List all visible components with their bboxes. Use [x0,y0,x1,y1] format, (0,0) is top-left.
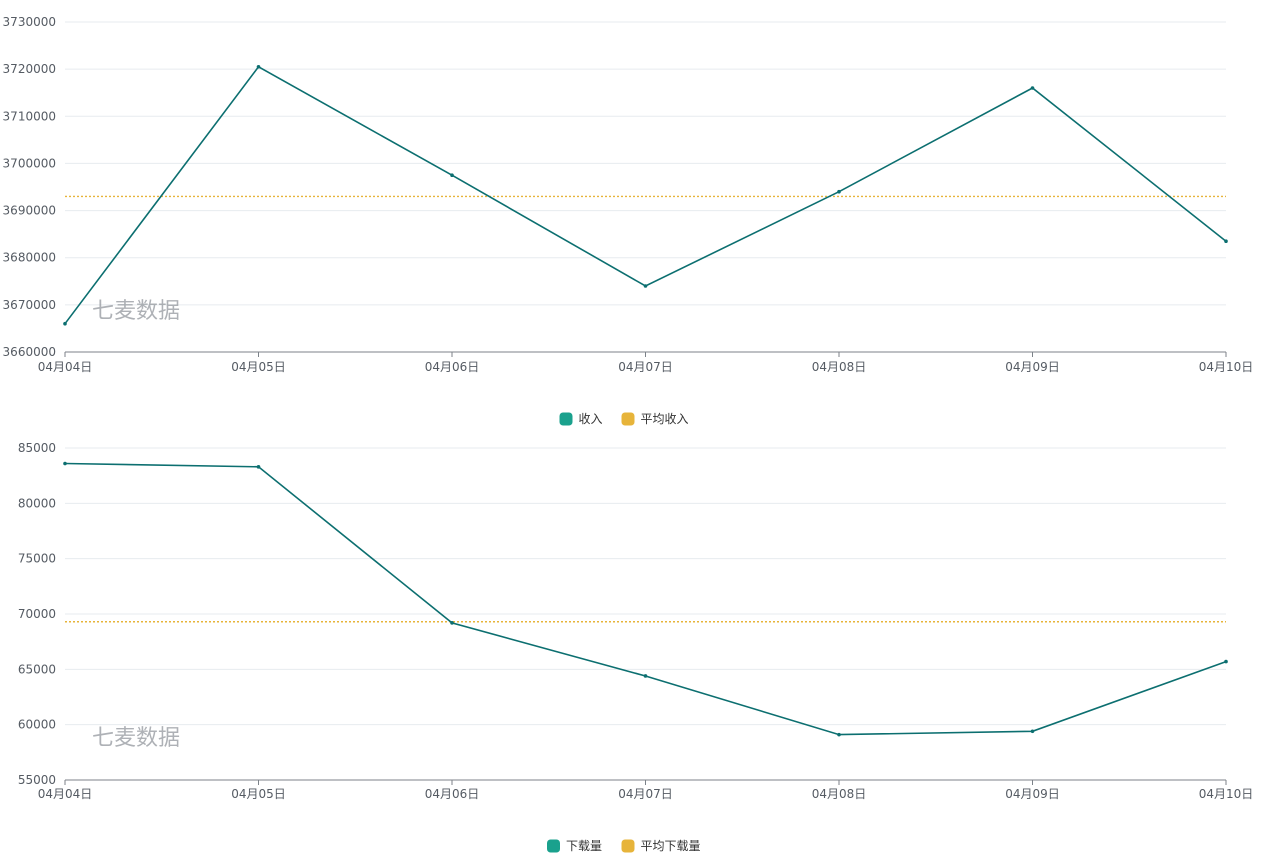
y-tick-label: 65000 [18,662,56,676]
x-tick-label: 04月05日 [231,360,286,374]
data-point [643,284,648,288]
y-tick-label: 3710000 [3,109,56,123]
y-tick-label: 75000 [18,552,56,566]
x-tick-label: 04月04日 [38,787,93,801]
data-point [1224,239,1228,244]
y-tick-label: 60000 [18,718,56,732]
y-tick-label: 3680000 [3,251,56,265]
x-tick-label: 04月09日 [1005,787,1060,801]
legend-label: 收入 [579,412,603,426]
x-tick-label: 04月05日 [231,787,286,801]
series-line [64,462,1227,736]
legend-swatch [621,412,635,426]
x-tick-label: 04月10日 [1199,787,1254,801]
x-tick-label: 04月04日 [38,360,93,374]
legend-item[interactable]: 下载量 [547,839,602,853]
x-tick-label: 04月06日 [425,360,480,374]
x-tick-label: 04月08日 [812,787,867,801]
legend-swatch [621,839,635,853]
data-point [837,732,841,737]
legend-item[interactable]: 收入 [559,412,603,426]
data-point [450,621,454,625]
chart-1: 3660000 3670000 3680000 3690000 3700000 37100… [3,15,1254,426]
x-tick-label: 04月07日 [618,787,673,801]
x-tick-label: 04月09日 [1005,360,1060,374]
y-tick-label: 3700000 [3,156,56,170]
chart-2: 55000 60000 65000 70000 75000 80000 85000 04月04… [18,441,1253,853]
legend-label: 下载量 [566,839,602,853]
y-tick-label: 3720000 [3,62,56,76]
y-tick-label: 3730000 [3,15,56,29]
y-tick-label: 3660000 [3,345,56,359]
x-tick-label: 04月06日 [425,787,480,801]
y-tick-label: 85000 [18,441,56,455]
y-tick-label: 3690000 [3,204,56,218]
y-tick-label: 80000 [18,496,56,510]
y-tick-label: 55000 [18,773,56,787]
legend-item[interactable]: 平均收入 [621,412,689,426]
y-tick-label: 3670000 [3,298,56,312]
y-tick-label: 70000 [18,607,56,621]
data-point [256,465,261,469]
legend-label: 平均下载量 [641,839,701,853]
legend: 收入 平均收入 [559,412,689,426]
data-point [63,461,67,466]
data-point [643,674,648,678]
x-tick-label: 04月08日 [812,360,867,374]
watermark: 七麦数据 [92,726,180,751]
data-point [837,189,841,194]
legend-swatch [547,839,560,853]
x-tick-label: 04月10日 [1199,360,1254,374]
data-point [256,64,261,69]
data-point [1224,659,1228,664]
data-point [450,173,454,178]
x-tick-label: 04月07日 [618,360,673,374]
legend: 下载量 平均下载量 [547,839,701,853]
legend-swatch [559,412,573,426]
watermark: 七麦数据 [92,299,180,324]
data-point [1030,729,1035,734]
legend-item[interactable]: 平均下载量 [621,839,701,853]
legend-label: 平均收入 [641,412,689,426]
data-point [63,321,67,326]
data-point [1030,86,1035,90]
